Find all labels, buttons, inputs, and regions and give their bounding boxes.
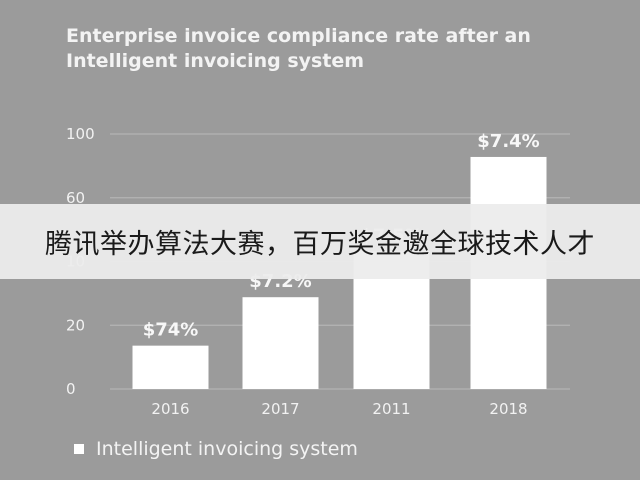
legend: Intelligent invoicing system [74,438,358,460]
x-tick-label: 2017 [261,400,299,418]
news-banner: 腾讯举办算法大赛，百万奖金邀全球技术人才 [0,204,640,279]
chart-title: Enterprise invoice compliance rate after… [66,25,531,72]
bar [242,297,319,389]
y-tick-label: 60 [66,189,85,207]
x-tick-label: 2016 [151,400,189,418]
data-label: $7.4% [477,131,539,152]
x-tick-label: 2011 [372,400,410,418]
banner-text: 腾讯举办算法大赛，百万奖金邀全球技术人才 [45,229,595,260]
legend-swatch [74,444,84,454]
y-tick-label: 100 [66,125,95,143]
bar [132,345,209,389]
y-tick-label: 20 [66,316,85,334]
data-label: $74% [143,320,199,341]
x-tick-label: 2018 [489,400,527,418]
legend-label: Intelligent invoicing system [96,438,358,460]
y-tick-label: 0 [66,380,76,398]
